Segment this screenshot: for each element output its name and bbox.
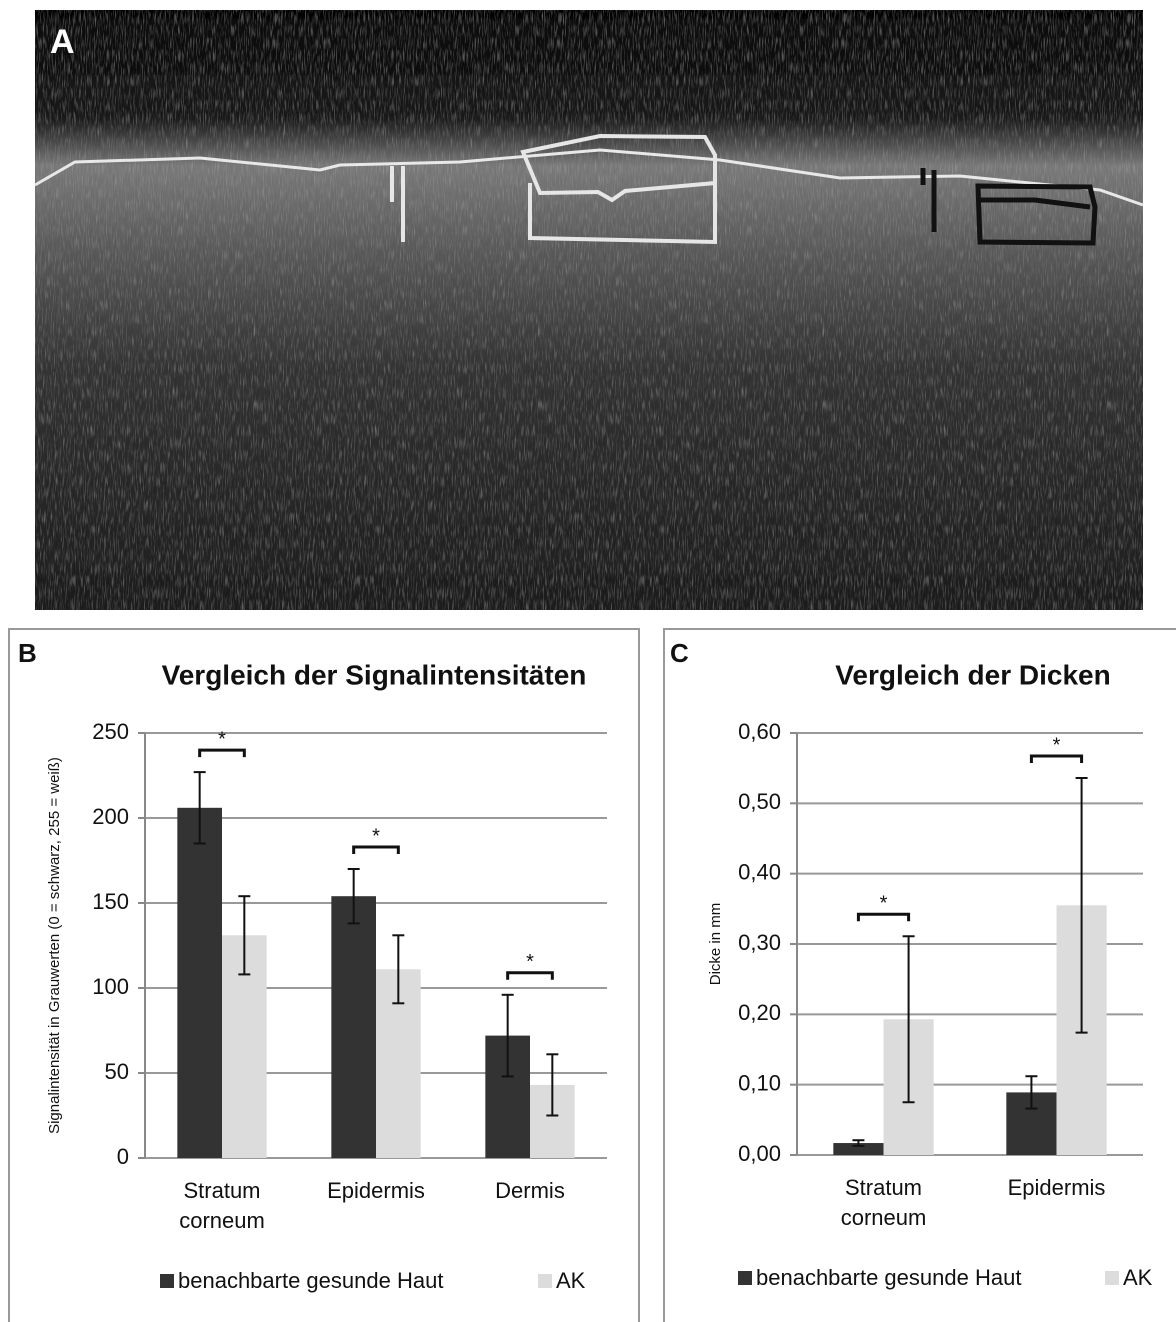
legend-label: benachbarte gesunde Haut xyxy=(756,1265,1021,1290)
y-tick-label: 0,60 xyxy=(738,719,781,744)
significance-label: * xyxy=(880,893,888,915)
significance-bracket xyxy=(508,973,553,980)
significance-bracket xyxy=(354,847,399,854)
y-tick-label: 0,00 xyxy=(738,1141,781,1166)
chart-title: Vergleich der Dicken xyxy=(835,659,1110,690)
y-tick-label: 150 xyxy=(92,889,129,914)
y-tick-label: 0,10 xyxy=(738,1070,781,1095)
significance-bracket xyxy=(1031,756,1081,763)
y-axis-label: Signalintensität in Grauwerten (0 = schw… xyxy=(46,757,63,1134)
significance-label: * xyxy=(372,825,380,847)
y-tick-label: 0,40 xyxy=(738,859,781,884)
panel-label: A xyxy=(50,23,75,61)
panel-label: C xyxy=(670,638,689,668)
figure: A B Vergleich der Signalintensitäten Signa… xyxy=(0,0,1176,1322)
y-tick-label: 0,30 xyxy=(738,930,781,955)
significance-bracket xyxy=(200,750,245,757)
legend-swatch xyxy=(738,1271,752,1285)
legend-label: benachbarte gesunde Haut xyxy=(178,1268,443,1293)
x-tick-label: Dermis xyxy=(460,1176,600,1206)
y-tick-label: 0 xyxy=(117,1144,129,1169)
y-tick-label: 250 xyxy=(92,719,129,744)
significance-label: * xyxy=(1053,734,1061,756)
y-tick-label: 0,50 xyxy=(738,789,781,814)
bar xyxy=(331,896,376,1158)
y-tick-label: 100 xyxy=(92,974,129,999)
legend-label: AK xyxy=(1123,1265,1153,1290)
page: {"image_panel": {"label": "A"}, "chart_d… xyxy=(0,0,1176,1322)
y-tick-label: 200 xyxy=(92,804,129,829)
oct-image: A xyxy=(35,10,1143,610)
x-tick-label: Stratum corneum xyxy=(814,1173,954,1233)
chart-title: Vergleich der Signalintensitäten xyxy=(162,659,587,690)
x-tick-label: Epidermis xyxy=(987,1173,1127,1203)
legend-label: AK xyxy=(556,1268,586,1293)
x-tick-label: Stratum corneum xyxy=(152,1176,292,1236)
legend-swatch xyxy=(538,1274,552,1288)
bar xyxy=(177,808,222,1158)
y-tick-label: 50 xyxy=(105,1059,129,1084)
significance-label: * xyxy=(526,951,534,973)
y-axis-label: Dicke in mm xyxy=(707,903,724,986)
significance-label: * xyxy=(218,728,226,750)
y-tick-label: 0,20 xyxy=(738,1000,781,1025)
legend-swatch xyxy=(1105,1271,1119,1285)
significance-bracket xyxy=(858,914,908,921)
legend-swatch xyxy=(160,1274,174,1288)
oct-background xyxy=(35,10,1143,610)
x-tick-label: Epidermis xyxy=(306,1176,446,1206)
panel-label: B xyxy=(18,638,37,668)
